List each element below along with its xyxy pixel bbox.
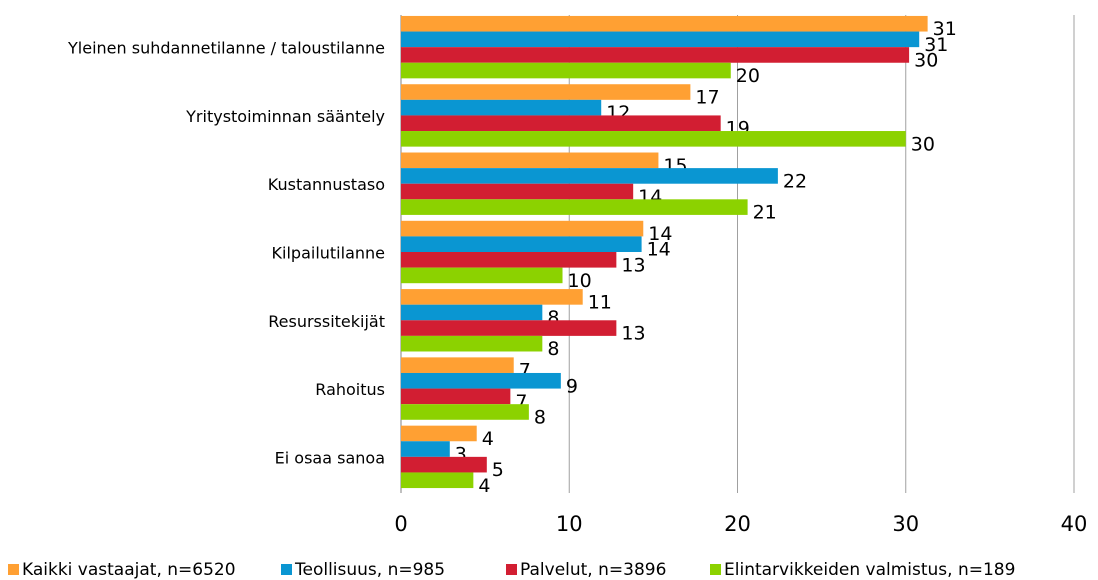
value-label: 4 bbox=[478, 475, 490, 497]
bar bbox=[401, 115, 721, 132]
bar bbox=[401, 252, 617, 268]
bar bbox=[401, 441, 450, 457]
value-label: 14 bbox=[647, 239, 671, 261]
bar bbox=[401, 131, 906, 147]
legend-label: Teollisuus, n=985 bbox=[294, 560, 445, 580]
legend-swatch bbox=[710, 564, 721, 575]
value-label: 9 bbox=[566, 375, 578, 397]
bar bbox=[401, 199, 748, 215]
value-label: 31 bbox=[924, 34, 948, 56]
category-label: Ei osaa sanoa bbox=[275, 448, 385, 467]
bar bbox=[401, 15, 928, 32]
bar bbox=[401, 372, 561, 389]
bar bbox=[401, 168, 778, 184]
category-label: Kilpailutilanne bbox=[272, 244, 385, 263]
value-label: 31 bbox=[933, 18, 957, 40]
bar bbox=[401, 47, 910, 63]
bar bbox=[401, 99, 602, 116]
value-label: 30 bbox=[911, 133, 935, 155]
value-label: 4 bbox=[482, 428, 494, 450]
category-label: Yleinen suhdannetilanne / taloustilanne bbox=[67, 39, 385, 58]
bar bbox=[401, 236, 642, 252]
value-label: 8 bbox=[547, 338, 559, 360]
x-tick-label: 0 bbox=[394, 512, 407, 536]
bar bbox=[401, 289, 583, 305]
bar bbox=[401, 267, 563, 284]
bar bbox=[401, 404, 529, 420]
category-label: Rahoitus bbox=[315, 380, 385, 399]
value-label: 5 bbox=[492, 459, 504, 481]
bar bbox=[401, 84, 691, 100]
x-tick-label: 40 bbox=[1061, 512, 1088, 536]
bar bbox=[401, 62, 731, 79]
legend-swatch bbox=[281, 564, 292, 575]
legend-swatch bbox=[506, 564, 517, 575]
legend-swatch bbox=[8, 564, 19, 575]
bar bbox=[401, 472, 474, 489]
bar bbox=[401, 456, 487, 473]
value-label: 21 bbox=[753, 202, 777, 224]
bar bbox=[401, 304, 543, 321]
legend-label: Elintarvikkeiden valmistus, n=189 bbox=[724, 560, 1015, 580]
bar bbox=[401, 220, 644, 237]
x-tick-label: 10 bbox=[556, 512, 583, 536]
x-tick-label: 20 bbox=[724, 512, 751, 536]
bar bbox=[401, 320, 617, 336]
bar bbox=[401, 183, 634, 200]
value-label: 22 bbox=[783, 170, 807, 192]
bar bbox=[401, 425, 477, 442]
value-label: 8 bbox=[534, 406, 546, 428]
value-label: 13 bbox=[621, 323, 645, 345]
value-label: 14 bbox=[648, 223, 672, 245]
value-label: 11 bbox=[588, 291, 612, 313]
x-tick-label: 30 bbox=[892, 512, 919, 536]
legend-label: Kaikki vastaajat, n=6520 bbox=[22, 560, 236, 580]
bar bbox=[401, 357, 514, 373]
bar bbox=[401, 31, 920, 48]
value-label: 30 bbox=[914, 49, 938, 71]
value-label: 17 bbox=[695, 87, 719, 109]
bar bbox=[401, 335, 543, 352]
value-label: 10 bbox=[568, 270, 592, 292]
value-label: 20 bbox=[736, 65, 760, 87]
value-label: 13 bbox=[621, 254, 645, 276]
legend-label: Palvelut, n=3896 bbox=[520, 560, 666, 580]
bar bbox=[401, 388, 511, 405]
category-label: Resurssitekijät bbox=[268, 312, 385, 331]
category-label: Yritystoiminnan sääntely bbox=[185, 107, 385, 126]
bar bbox=[401, 152, 659, 169]
category-label: Kustannustaso bbox=[268, 175, 385, 194]
